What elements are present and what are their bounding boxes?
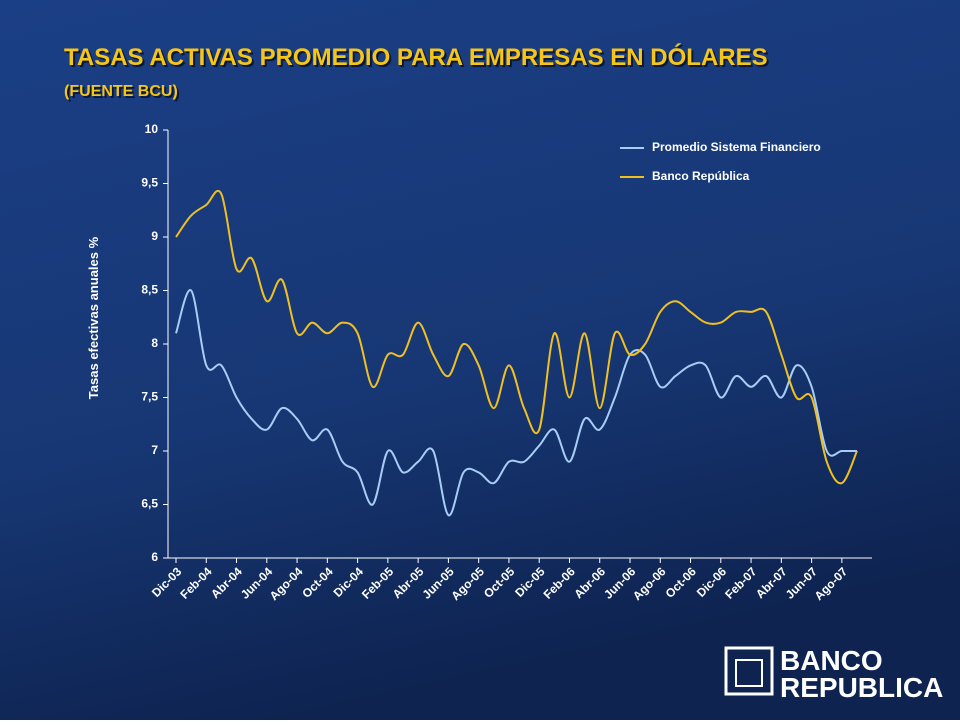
- y-tick-label: 7,5: [141, 390, 158, 404]
- y-tick-label: 6: [151, 550, 158, 564]
- logo-text: BANCO: [780, 645, 883, 676]
- y-tick-label: 10: [145, 122, 159, 136]
- logo-text: REPUBLICA: [780, 672, 943, 703]
- chart-title: TASAS ACTIVAS PROMEDIO PARA EMPRESAS EN …: [64, 43, 768, 71]
- legend-label: Promedio Sistema Financiero: [652, 140, 821, 154]
- title-shadow: TASAS ACTIVAS PROMEDIO PARA EMPRESAS EN …: [66, 45, 770, 73]
- chart-subtitle: (FUENTE BCU): [64, 83, 178, 100]
- logo: BANCO REPUBLICA: [724, 645, 943, 703]
- logo-icon: [724, 646, 774, 696]
- legend-label: Banco República: [652, 169, 750, 183]
- y-axis-label: Tasas efectivas anuales %: [86, 236, 101, 399]
- logo-icon: [735, 659, 763, 687]
- y-tick-label: 9,5: [141, 176, 158, 190]
- y-tick-label: 6,5: [141, 497, 158, 511]
- subtitle-shadow: (FUENTE BCU): [66, 85, 180, 102]
- y-tick-label: 9: [151, 229, 158, 243]
- y-tick-label: 8: [151, 336, 158, 350]
- y-tick-label: 7: [151, 443, 158, 457]
- series-line: [175, 289, 857, 517]
- y-tick-label: 8,5: [141, 283, 158, 297]
- series-line: [175, 189, 858, 485]
